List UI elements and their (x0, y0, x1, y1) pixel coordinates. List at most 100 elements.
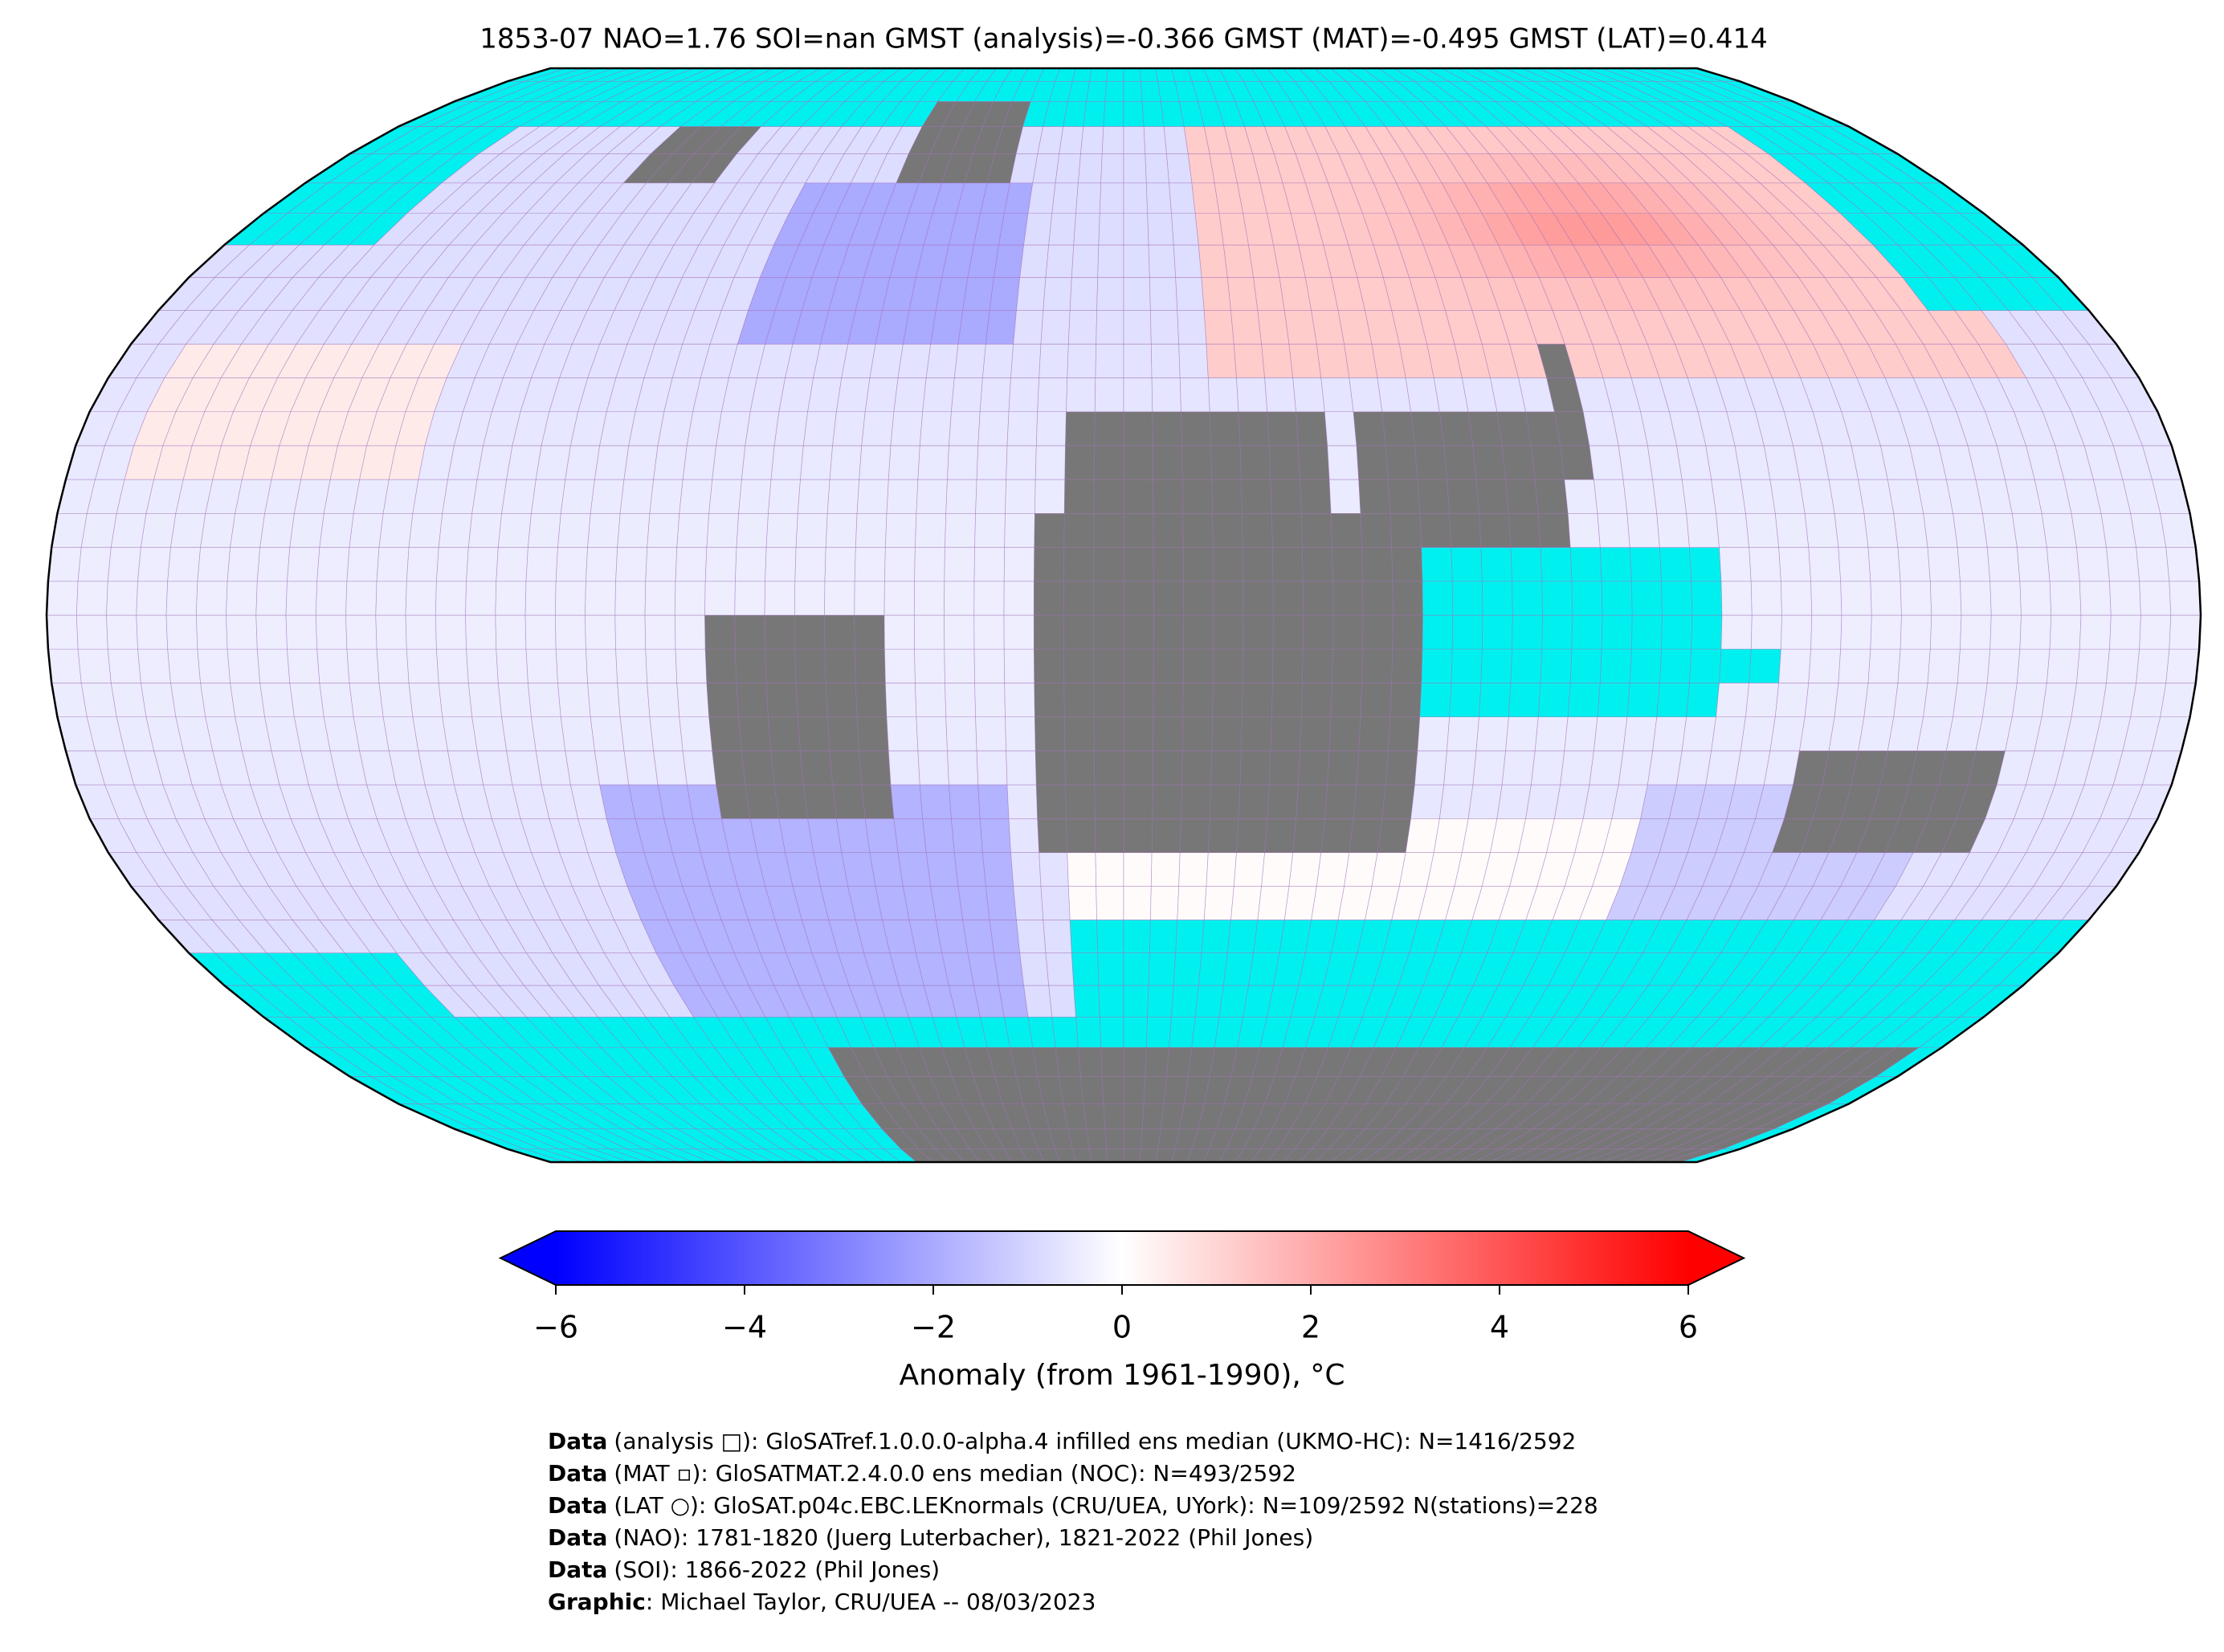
grid-cell (1123, 153, 1147, 184)
grid-cell (1093, 648, 1124, 683)
grid-cell (1512, 614, 1543, 650)
grid-cell (854, 581, 885, 616)
grid-cell (1123, 445, 1153, 480)
grid-cell (1676, 445, 1712, 480)
grid-cell (1149, 277, 1178, 311)
grid-cell (1953, 512, 1988, 548)
grid-cell (1664, 68, 1724, 82)
grid-cell (797, 716, 830, 752)
grid-cell (1740, 479, 1776, 514)
grid-cell (1080, 126, 1104, 154)
grid-cell (770, 445, 804, 480)
grid-cell (1123, 985, 1149, 1018)
grid-cell (1810, 614, 1842, 650)
grid-cell (1240, 479, 1272, 514)
grid-cell (1540, 547, 1573, 582)
grid-cell (2165, 648, 2200, 683)
grid-cell (1005, 479, 1036, 514)
grid-cell (1467, 411, 1503, 447)
grid-cell (1035, 411, 1067, 447)
grid-cell (438, 512, 473, 548)
grid-cell (1439, 411, 1474, 447)
grid-cell (835, 377, 871, 413)
grid-cell (1652, 716, 1687, 752)
grid-cell (1181, 479, 1213, 514)
grid-cell (765, 648, 797, 683)
grid-cell (1242, 512, 1273, 548)
grid-cell (560, 479, 595, 514)
grid-cell (1027, 182, 1056, 214)
grid-cell (1094, 818, 1124, 853)
grid-cell (1071, 952, 1100, 986)
grid-cell (1088, 68, 1108, 82)
grid-cell (802, 411, 837, 447)
grid-cell (170, 683, 206, 718)
grid-cell (1834, 683, 1869, 718)
grid-cell (947, 750, 979, 785)
grid-cell (1927, 648, 1961, 683)
grid-cell (2011, 683, 2047, 718)
grid-cell (1153, 547, 1184, 582)
grid-cell (1067, 852, 1097, 887)
grid-cell (1537, 68, 1586, 82)
grid-cell (1034, 716, 1066, 752)
grid-cell (1838, 547, 1871, 582)
grid-cell (1166, 153, 1193, 184)
grid-cell (626, 68, 679, 82)
grid-cell (1381, 411, 1415, 447)
grid-cell (1003, 614, 1034, 650)
grid-cell (679, 479, 713, 514)
colorbar-extend-low (500, 1231, 556, 1285)
grid-cell (829, 750, 863, 785)
grid-cell (106, 581, 138, 616)
grid-cell (993, 952, 1024, 986)
grid-cell (985, 310, 1017, 345)
credits: Data (analysis □): GloSATref.1.0.0.0-alph… (548, 1428, 1598, 1615)
grid-cell (1740, 716, 1776, 752)
grid-cell (1257, 886, 1290, 920)
grid-cell (1799, 716, 1835, 752)
grid-cell (1123, 784, 1153, 819)
grid-cell (1253, 277, 1285, 311)
credit-line: Data (analysis □): GloSATref.1.0.0.0-alph… (548, 1428, 1576, 1454)
grid-cell (1123, 920, 1151, 953)
grid-cell (795, 512, 828, 548)
grid-cell (797, 68, 839, 82)
grid-cell (1181, 716, 1213, 752)
grid-cell (287, 547, 320, 582)
grid-cell (1178, 852, 1209, 887)
grid-cell (888, 750, 920, 785)
grid-cell (917, 445, 949, 480)
grid-cell (1123, 213, 1149, 246)
grid-cell (854, 648, 886, 683)
grid-cell (1626, 512, 1660, 548)
grid-cell (1480, 547, 1512, 582)
grid-cell (770, 750, 804, 785)
grid-cell (1236, 818, 1268, 853)
grid-cell (645, 648, 678, 683)
grid-cell (594, 445, 630, 480)
grid-cell (1271, 683, 1303, 718)
grid-cell (1230, 886, 1262, 920)
grid-cell (1141, 1103, 1165, 1130)
grid-cell (1099, 1016, 1124, 1048)
grid-cell (945, 683, 976, 718)
grid-cell (1210, 750, 1242, 785)
grid-cell (989, 920, 1021, 953)
grid-cell (405, 581, 437, 616)
grid-cell (617, 512, 651, 548)
chart-title: 1853-07 NAO=1.76 SOI=nan GMST (analysis)… (479, 23, 1768, 55)
grid-cell (1051, 182, 1079, 214)
grid-cell (1223, 952, 1255, 986)
grid-cell (558, 68, 614, 82)
grid-cell (1560, 750, 1594, 785)
grid-cell (2019, 614, 2052, 650)
grid-cell (935, 277, 969, 311)
grid-cell (1123, 547, 1154, 582)
grid-cell (1066, 377, 1096, 413)
grid-cell (1008, 377, 1040, 413)
grid-cell (1585, 68, 1638, 82)
grid-cell (593, 68, 647, 82)
grid-cell (1150, 310, 1180, 345)
grid-cell (897, 344, 932, 378)
